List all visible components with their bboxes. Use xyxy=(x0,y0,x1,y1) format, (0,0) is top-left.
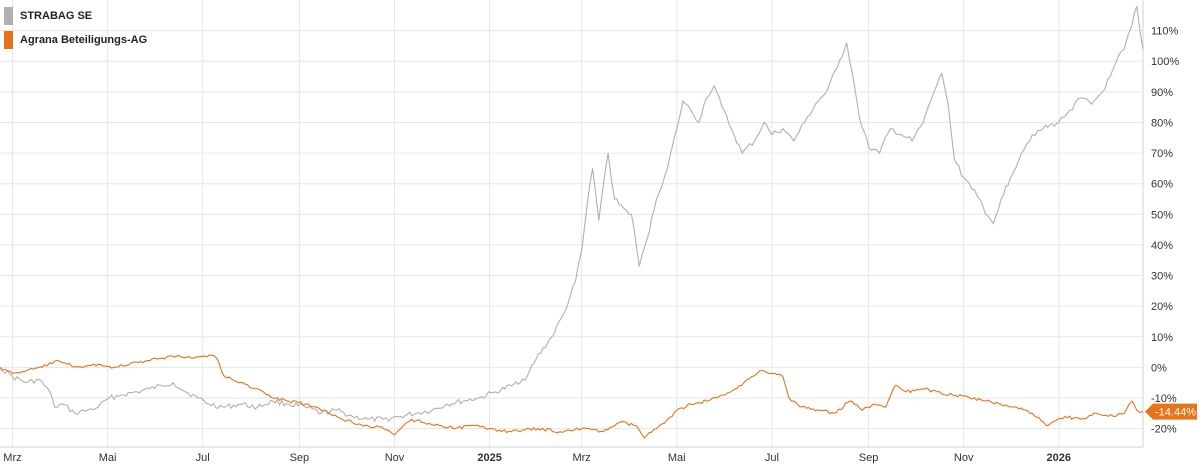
y-tick-label: 90% xyxy=(1151,87,1173,99)
series-layer xyxy=(0,5,1144,439)
y-tick-label: 20% xyxy=(1151,301,1173,313)
x-tick-label: Mrz xyxy=(572,452,590,464)
y-tick-label: 30% xyxy=(1151,271,1173,283)
legend-label-strabag: STRABAG SE xyxy=(20,10,93,22)
x-tick-label: Nov xyxy=(954,452,974,464)
last-value-label: -14.44% xyxy=(1155,407,1196,419)
y-tick-label: 60% xyxy=(1151,179,1173,191)
y-tick-label: 70% xyxy=(1151,148,1173,160)
legend-swatch-strabag xyxy=(4,7,13,25)
legend-label-agrana: Agrana Beteiligungs-AG xyxy=(20,34,148,46)
legend-item-agrana[interactable]: Agrana Beteiligungs-AG xyxy=(4,28,147,52)
legend-swatch-agrana xyxy=(4,31,13,49)
y-tick-label: 110% xyxy=(1151,26,1179,38)
y-tick-label: 10% xyxy=(1151,332,1173,344)
x-tick-label: 2026 xyxy=(1047,452,1071,464)
x-axis: Mrz Mai Jul Sep Nov 2025 Mrz Mai Jul Sep Nov 2026 xyxy=(3,452,1071,464)
y-tick-label: -20% xyxy=(1151,424,1177,436)
y-tick-label: 100% xyxy=(1151,56,1179,68)
series-line-agrana xyxy=(0,354,1144,439)
y-tick-label: 0% xyxy=(1151,362,1167,374)
y-tick-label: -10% xyxy=(1151,393,1177,405)
x-tick-label: Jul xyxy=(196,452,210,464)
y-tick-label: 50% xyxy=(1151,209,1173,221)
y-tick-label: 40% xyxy=(1151,240,1173,252)
x-tick-label: Jul xyxy=(765,452,779,464)
legend-item-strabag[interactable]: STRABAG SE xyxy=(4,4,147,28)
series-line-strabag xyxy=(0,5,1144,423)
x-tick-label: Nov xyxy=(385,452,405,464)
x-tick-label: Sep xyxy=(859,452,879,464)
y-tick-label: 80% xyxy=(1151,117,1173,129)
grid-layer xyxy=(0,0,1144,448)
x-tick-label: Mai xyxy=(99,452,117,464)
y-axis: 110% 100% 90% 80% 70% 60% 50% 40% 30% 20% 10% 0% -10… xyxy=(1151,26,1179,436)
x-tick-label: Mrz xyxy=(3,452,21,464)
last-value-badges: -14.44% xyxy=(1145,403,1197,420)
x-tick-label: Sep xyxy=(290,452,310,464)
last-value-badge xyxy=(1145,403,1197,420)
x-tick-label: Mai xyxy=(668,452,686,464)
legend: STRABAG SE Agrana Beteiligungs-AG xyxy=(4,4,147,52)
x-tick-label: 2025 xyxy=(477,452,501,464)
